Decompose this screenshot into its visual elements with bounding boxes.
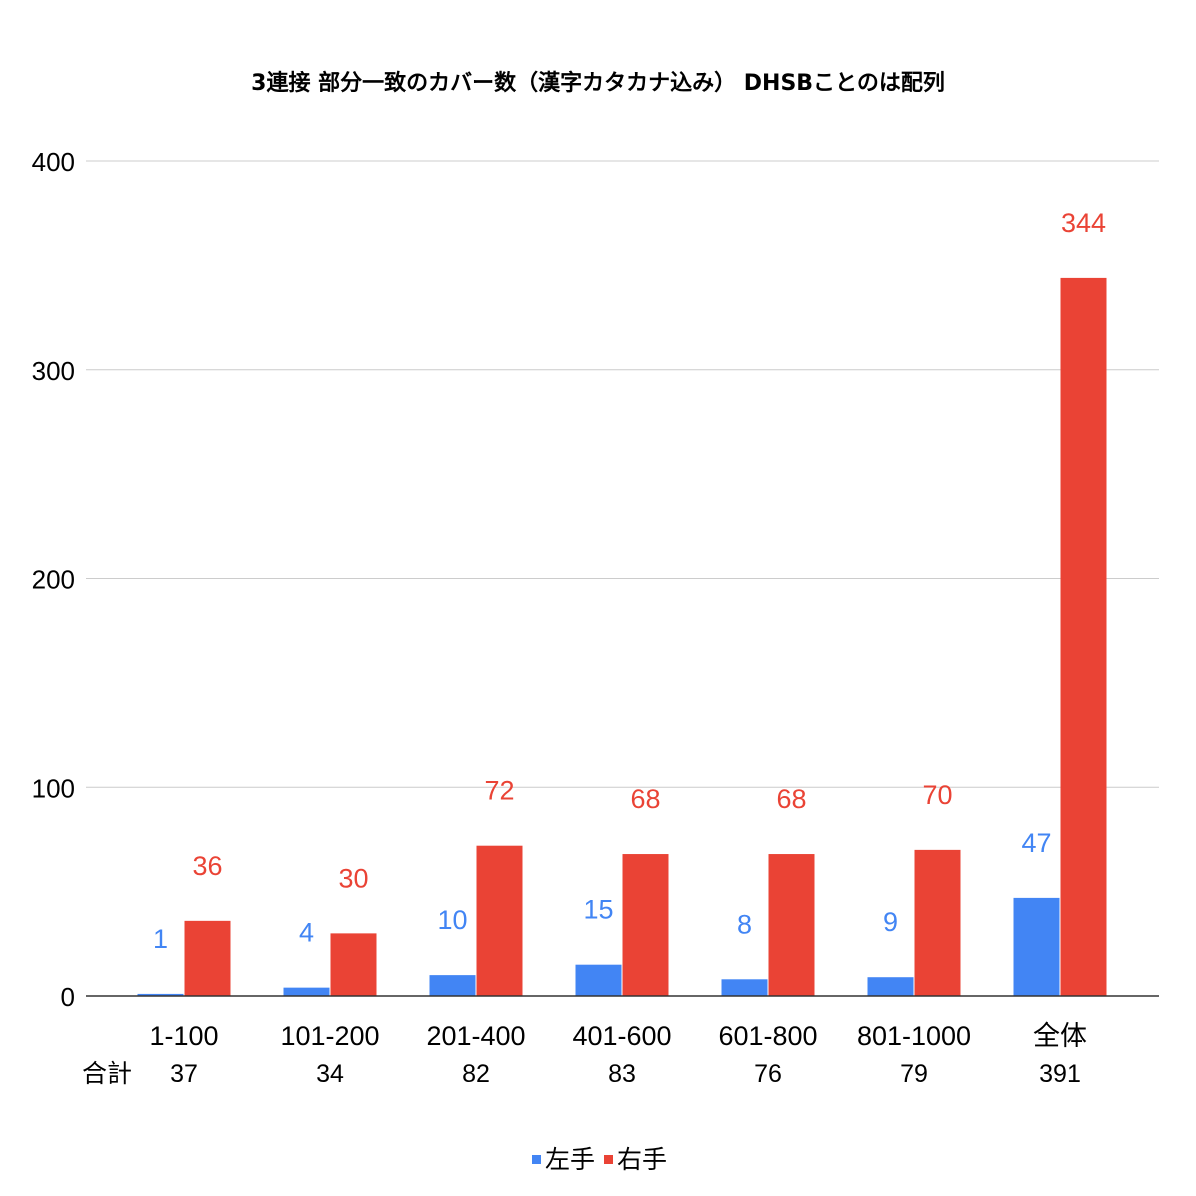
data-label: 30: [338, 863, 368, 893]
data-label: 344: [1061, 208, 1106, 238]
x-category-label: 201-400: [426, 1021, 525, 1051]
y-axis-ticks: 0 100 200 300 400: [32, 147, 75, 1012]
bar-右手-1-100: [184, 920, 231, 996]
data-label: 70: [922, 780, 952, 810]
data-label: 10: [437, 905, 467, 935]
bar-左手-601-800: [721, 979, 768, 996]
legend: 左手 右手: [532, 1145, 667, 1174]
bar-左手-全体: [1013, 897, 1060, 996]
bar-右手-601-800: [768, 854, 815, 996]
category-total: 37: [170, 1060, 198, 1088]
y-tick-label: 0: [61, 982, 75, 1012]
bar-左手-101-200: [283, 987, 330, 996]
data-label: 1: [153, 924, 168, 954]
category-total: 82: [462, 1060, 490, 1088]
bar-右手-全体: [1060, 277, 1107, 996]
y-tick-label: 400: [32, 147, 75, 177]
legend-label: 右手: [617, 1145, 667, 1174]
data-label: 47: [1021, 828, 1051, 858]
bar-左手-201-400: [429, 975, 476, 996]
data-label: 72: [484, 776, 514, 806]
data-label: 36: [192, 851, 222, 881]
data-label: 15: [583, 895, 613, 925]
bar-左手-801-1000: [867, 977, 914, 996]
x-category-label: 1-100: [149, 1021, 218, 1051]
bar-左手-1-100: [137, 993, 184, 996]
bars: [137, 277, 1107, 996]
chart-title: 3連接 部分一致のカバー数（漢字カタカナ込み） DHSBことのは配列: [251, 70, 945, 96]
data-label: 8: [737, 909, 752, 939]
bar-右手-401-600: [622, 854, 669, 996]
category-total: 83: [608, 1060, 636, 1088]
gridlines: [86, 160, 1159, 788]
y-tick-label: 300: [32, 356, 75, 386]
x-axis-categories: 1-100 101-200 201-400 401-600 601-800 801-100…: [149, 1021, 1087, 1051]
data-label: 68: [630, 784, 660, 814]
y-tick-label: 100: [32, 773, 75, 803]
legend-swatch: [604, 1155, 613, 1164]
bar-右手-801-1000: [914, 849, 961, 996]
x-category-label: 801-1000: [857, 1021, 971, 1051]
bar-右手-101-200: [330, 933, 377, 996]
category-total: 391: [1039, 1060, 1081, 1088]
data-label: 68: [776, 784, 806, 814]
x-category-label: 101-200: [280, 1021, 379, 1051]
y-tick-label: 200: [32, 565, 75, 595]
data-labels: 1 36 4 30 10 72 15 68 8 68 9 70 47 344: [153, 208, 1106, 954]
x-category-label: 全体: [1033, 1021, 1087, 1051]
bar-左手-401-600: [575, 964, 622, 996]
category-total: 79: [900, 1060, 928, 1088]
data-label: 9: [883, 907, 898, 937]
data-label: 4: [299, 918, 314, 948]
totals-label: 合計: [82, 1060, 132, 1088]
x-category-label: 601-800: [718, 1021, 817, 1051]
legend-swatch: [532, 1155, 541, 1164]
category-total: 76: [754, 1060, 782, 1088]
totals-row: 37 34 82 83 76 79 391: [170, 1060, 1081, 1088]
x-category-label: 401-600: [572, 1021, 671, 1051]
bar-右手-201-400: [476, 845, 523, 996]
category-total: 34: [316, 1060, 344, 1088]
legend-label: 左手: [545, 1145, 595, 1174]
